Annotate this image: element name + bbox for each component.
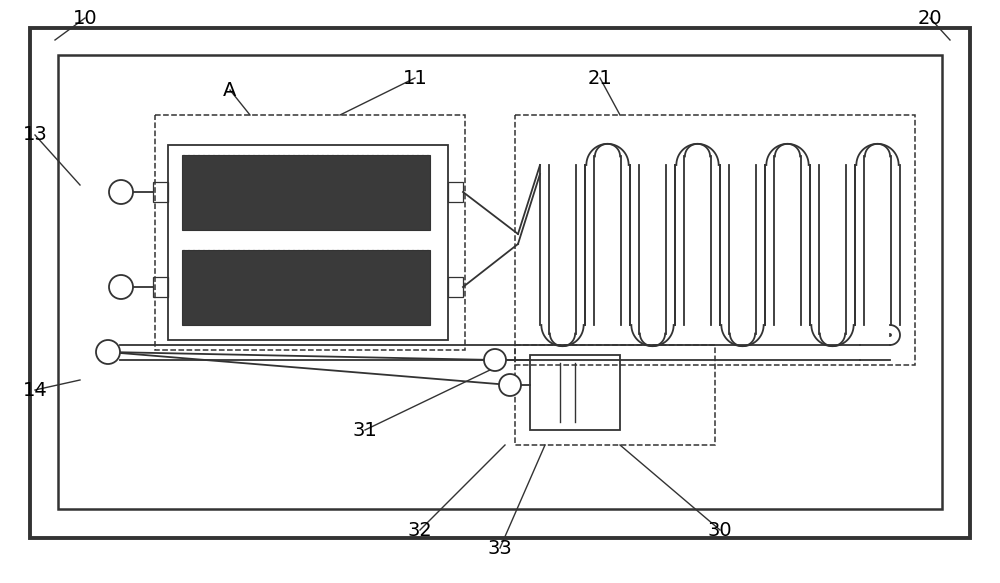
Circle shape (499, 374, 521, 396)
Circle shape (109, 180, 133, 204)
Bar (448, 182, 463, 202)
Text: 21: 21 (588, 68, 612, 87)
Text: 13: 13 (23, 125, 47, 145)
Bar (58, 55, 942, 509)
Text: 33: 33 (488, 539, 512, 557)
Bar (515, 115, 915, 365)
Text: 30: 30 (708, 521, 732, 539)
Text: 11: 11 (403, 68, 427, 87)
Bar (168, 145, 448, 340)
Bar (30, 28, 970, 538)
Text: 14: 14 (23, 381, 47, 399)
Bar (153, 277, 168, 297)
Circle shape (484, 349, 506, 371)
Bar (155, 115, 465, 350)
Bar (515, 345, 715, 445)
Circle shape (96, 340, 120, 364)
Bar (182, 155, 430, 230)
Text: A: A (223, 80, 237, 100)
Bar (530, 355, 620, 430)
Bar (448, 277, 463, 297)
Text: 31: 31 (353, 420, 377, 440)
Text: 20: 20 (918, 9, 942, 27)
Text: 10: 10 (73, 9, 97, 27)
Circle shape (109, 275, 133, 299)
Bar (153, 182, 168, 202)
Text: 32: 32 (408, 521, 432, 539)
Bar (182, 250, 430, 325)
